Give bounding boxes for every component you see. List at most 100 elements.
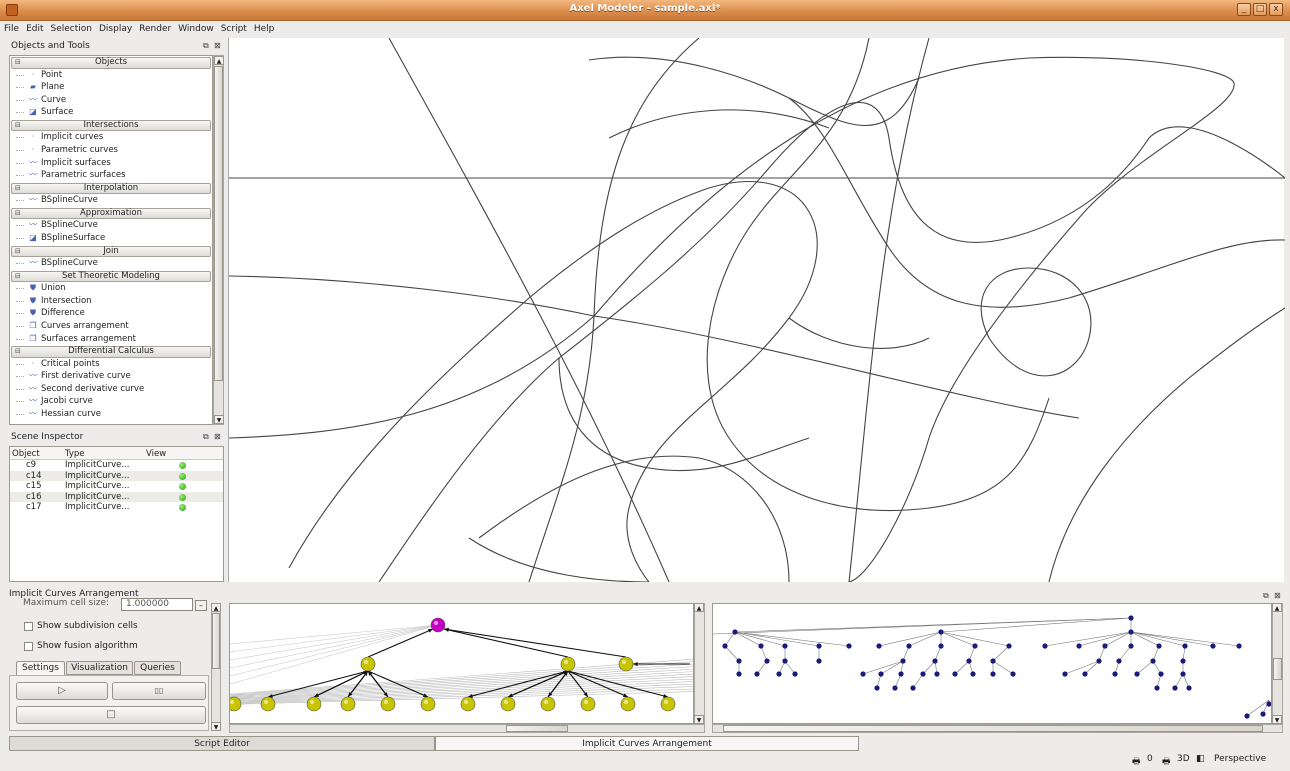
tree-node[interactable] — [736, 671, 742, 677]
tree-node[interactable] — [1180, 671, 1186, 677]
tool-item[interactable]: 〰 Curve — [10, 94, 212, 107]
show-fusion-checkbox[interactable] — [24, 642, 33, 651]
tree-node[interactable] — [1006, 643, 1012, 649]
visibility-icon[interactable] — [179, 483, 186, 490]
menu-selection[interactable]: Selection — [50, 24, 92, 34]
tree-node[interactable] — [874, 685, 880, 691]
scroll-up-arrow-icon[interactable]: ▲ — [214, 56, 224, 65]
tree-node[interactable] — [970, 671, 976, 677]
graph-node[interactable] — [360, 656, 376, 672]
tree-node[interactable] — [1260, 711, 1266, 717]
objects-scrollbar[interactable]: ▲ ▼ — [213, 55, 224, 425]
tab-settings[interactable]: Settings — [16, 661, 65, 676]
visibility-icon[interactable] — [179, 462, 186, 469]
tool-item[interactable]: 〰 BSplineCurve — [10, 257, 212, 270]
spin-down-button[interactable]: – — [195, 600, 207, 611]
fusion-graph-view[interactable] — [229, 603, 694, 724]
tool-item[interactable]: 〰 Second derivative curve — [10, 383, 212, 396]
tree-node[interactable] — [816, 658, 822, 664]
stop-button[interactable]: □ — [16, 706, 206, 724]
table-row[interactable]: c16 ImplicitCurve... — [10, 491, 223, 502]
tool-item[interactable]: 〰 First derivative curve — [10, 370, 212, 383]
objects-panel-float-button[interactable]: ⧉ — [203, 41, 209, 50]
graph-node[interactable] — [620, 696, 636, 712]
section-header[interactable]: ⊟ Interpolation — [11, 182, 211, 195]
tree-node[interactable] — [846, 643, 852, 649]
tree-node[interactable] — [934, 671, 940, 677]
tree-node[interactable] — [920, 671, 926, 677]
tree-node[interactable] — [938, 629, 944, 635]
tree-node[interactable] — [898, 671, 904, 677]
tree-node[interactable] — [1116, 658, 1122, 664]
tool-item[interactable]: · Point — [10, 69, 212, 82]
tree-node[interactable] — [776, 671, 782, 677]
tree-node[interactable] — [816, 643, 822, 649]
graph-root-node[interactable] — [430, 617, 446, 633]
collapse-icon[interactable]: ⊟ — [15, 58, 21, 66]
section-header[interactable]: ⊟ Differential Calculus — [11, 346, 211, 358]
tool-item[interactable]: 〰 BSplineCurve — [10, 194, 212, 207]
column-view[interactable]: View — [146, 449, 167, 459]
menu-display[interactable]: Display — [98, 24, 133, 34]
objects-scroll-thumb[interactable] — [214, 66, 223, 381]
tree-node[interactable] — [754, 671, 760, 677]
collapse-icon[interactable]: ⊟ — [15, 347, 21, 356]
tool-item[interactable]: 〰 Jacobi curve — [10, 395, 212, 408]
scroll-up-arrow-icon[interactable]: ▲ — [211, 603, 221, 612]
pause-button[interactable]: ▯▯ — [112, 682, 206, 700]
tree-node[interactable] — [972, 643, 978, 649]
tool-item[interactable]: ❒ Curves arrangement — [10, 320, 212, 333]
tree-node[interactable] — [1128, 643, 1134, 649]
tree-node[interactable] — [1156, 643, 1162, 649]
tab-script-editor[interactable]: Script Editor — [9, 736, 435, 751]
tree-node[interactable] — [722, 643, 728, 649]
tree-node[interactable] — [1134, 671, 1140, 677]
inspector-float-button[interactable]: ⧉ — [203, 432, 209, 441]
tree-node[interactable] — [1010, 671, 1016, 677]
tool-item[interactable]: ⛊ Union — [10, 282, 212, 295]
tool-item[interactable]: · Implicit curves — [10, 131, 212, 144]
menu-edit[interactable]: Edit — [26, 24, 44, 34]
tree-node[interactable] — [876, 643, 882, 649]
tree-node[interactable] — [1186, 685, 1192, 691]
tool-item[interactable]: 〰 Implicit surfaces — [10, 157, 212, 170]
graph-a-hscroll-thumb[interactable] — [506, 725, 568, 732]
arrangement-float-button[interactable]: ⧉ — [1263, 591, 1269, 600]
tree-node[interactable] — [1154, 685, 1160, 691]
close-button[interactable]: x — [1269, 3, 1283, 16]
tree-node[interactable] — [860, 671, 866, 677]
tab-visualization[interactable]: Visualization — [66, 661, 133, 675]
tree-node[interactable] — [1112, 671, 1118, 677]
graph-b-scroll-thumb[interactable] — [1273, 658, 1282, 680]
controls-scroll-thumb[interactable] — [212, 613, 220, 669]
tree-node[interactable] — [764, 658, 770, 664]
graph-node[interactable] — [306, 696, 322, 712]
visibility-icon[interactable] — [179, 493, 186, 501]
tree-node[interactable] — [792, 671, 798, 677]
section-header[interactable]: ⊟ Join — [11, 245, 211, 258]
tool-item[interactable]: · Critical points — [10, 358, 212, 371]
graph-node[interactable] — [340, 696, 356, 712]
tree-node[interactable] — [990, 658, 996, 664]
visibility-icon[interactable] — [179, 504, 186, 511]
collapse-icon[interactable]: ⊟ — [15, 271, 21, 280]
tree-node[interactable] — [1150, 658, 1156, 664]
tree-node[interactable] — [1172, 685, 1178, 691]
tree-node[interactable] — [952, 671, 958, 677]
tab-implicit-curves-arrangement[interactable]: Implicit Curves Arrangement — [435, 736, 859, 751]
projection-label[interactable]: Perspective — [1214, 754, 1267, 764]
menu-window[interactable]: Window — [178, 24, 214, 34]
max-cell-input[interactable]: 1.000000 — [121, 598, 193, 611]
subdivision-tree-view[interactable] — [712, 603, 1272, 724]
tree-node[interactable] — [1128, 629, 1134, 635]
tree-node[interactable] — [1158, 671, 1164, 677]
section-header[interactable]: ⊟ Intersections — [11, 119, 211, 132]
3d-viewport[interactable] — [228, 37, 1286, 583]
tree-node[interactable] — [758, 643, 764, 649]
tab-queries[interactable]: Queries — [134, 661, 181, 675]
collapse-icon[interactable]: ⊟ — [15, 120, 21, 129]
graph-node[interactable] — [260, 696, 276, 712]
tree-node[interactable] — [1102, 643, 1108, 649]
tree-node[interactable] — [1210, 643, 1216, 649]
scroll-down-arrow-icon[interactable]: ▼ — [1272, 715, 1282, 724]
